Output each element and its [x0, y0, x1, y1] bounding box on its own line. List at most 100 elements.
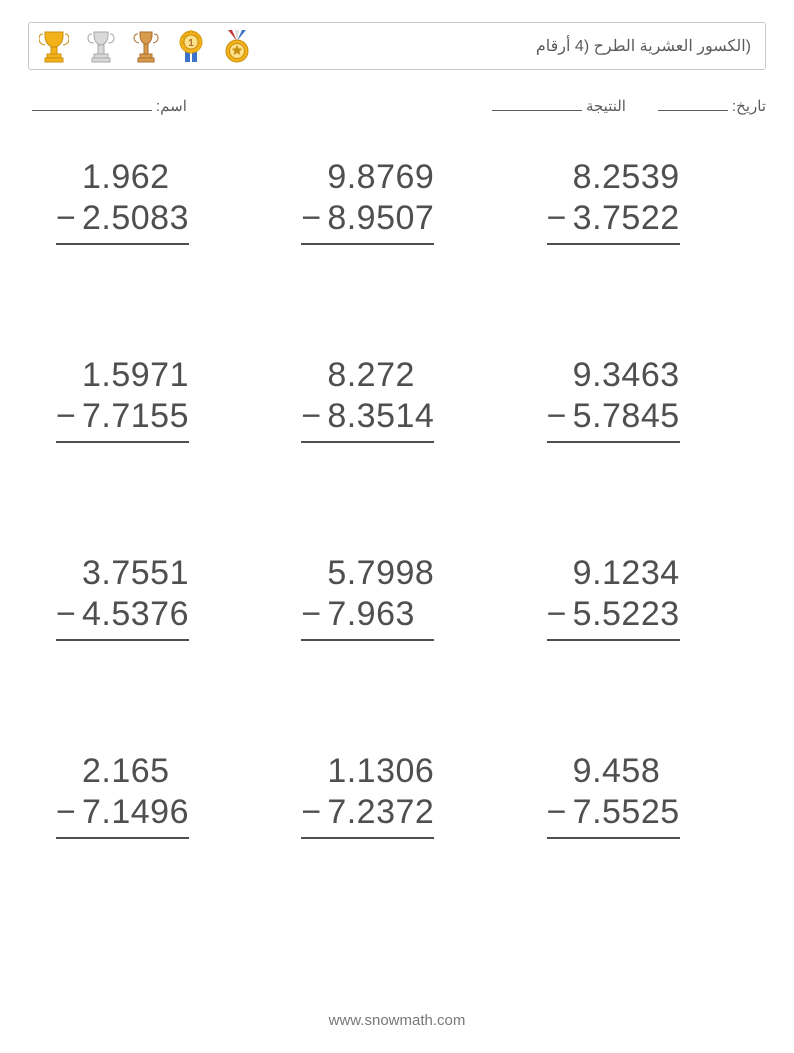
subtraction-stack: 1.5971−7.7155	[56, 355, 189, 483]
answer-line[interactable]	[301, 243, 434, 285]
subtrahend: 3.7522	[573, 198, 680, 239]
minuend: 2.165	[82, 751, 170, 792]
name-field: اسم:	[28, 96, 187, 115]
minuend: 3.7551	[82, 553, 189, 594]
answer-line[interactable]	[547, 243, 680, 285]
footer-url: www.snowmath.com	[0, 1012, 794, 1029]
problem: 9.3463−5.7845	[547, 355, 738, 483]
subtraction-stack: 3.7551−4.5376	[56, 553, 189, 681]
minus-sign-icon: −	[301, 792, 327, 833]
minuend: 5.7998	[327, 553, 434, 594]
subtrahend-row: −3.7522	[547, 198, 680, 239]
subtraction-stack: 1.962−2.5083	[56, 157, 189, 285]
op-blank	[547, 751, 573, 792]
op-blank	[301, 157, 327, 198]
op-blank	[547, 355, 573, 396]
problem: 9.1234−5.5223	[547, 553, 738, 681]
subtraction-stack: 9.1234−5.5223	[547, 553, 680, 681]
minuend-row: 1.962	[56, 157, 189, 198]
problem: 5.7998−7.963	[301, 553, 492, 681]
subtrahend-row: −8.9507	[301, 198, 434, 239]
answer-line[interactable]	[301, 639, 434, 681]
minuend-row: 1.1306	[301, 751, 434, 792]
problem: 9.458−7.5525	[547, 751, 738, 879]
trophy-silver-icon	[87, 29, 115, 63]
op-blank	[301, 355, 327, 396]
subtrahend: 7.963	[327, 594, 415, 635]
minuend-row: 1.5971	[56, 355, 189, 396]
minus-sign-icon: −	[547, 198, 573, 239]
subtrahend-row: −2.5083	[56, 198, 189, 239]
problem: 1.962−2.5083	[56, 157, 247, 285]
meta-row: اسم: النتيجة تاريخ:	[28, 96, 766, 115]
answer-line[interactable]	[56, 837, 189, 879]
subtraction-stack: 1.1306−7.2372	[301, 751, 434, 879]
subtraction-stack: 8.272−8.3514	[301, 355, 434, 483]
minuend: 9.3463	[573, 355, 680, 396]
answer-line[interactable]	[56, 243, 189, 285]
problem: 1.5971−7.7155	[56, 355, 247, 483]
op-blank	[56, 355, 82, 396]
minuend-row: 9.1234	[547, 553, 680, 594]
minus-sign-icon: −	[301, 396, 327, 437]
problem: 3.7551−4.5376	[56, 553, 247, 681]
subtraction-stack: 9.458−7.5525	[547, 751, 680, 879]
minus-sign-icon: −	[547, 792, 573, 833]
subtraction-stack: 5.7998−7.963	[301, 553, 434, 681]
rosette-icon: 1	[177, 29, 205, 63]
header-bar: 1 (الكسور العشرية الطرح (4 أرقام	[28, 22, 766, 70]
op-blank	[301, 553, 327, 594]
subtrahend: 7.2372	[327, 792, 434, 833]
worksheet-title: (الكسور العشرية الطرح (4 أرقام	[536, 36, 751, 56]
problem: 8.272−8.3514	[301, 355, 492, 483]
subtrahend-row: −7.963	[301, 594, 434, 635]
score-blank[interactable]	[492, 96, 582, 111]
subtrahend: 8.9507	[327, 198, 434, 239]
op-blank	[301, 751, 327, 792]
minus-sign-icon: −	[547, 396, 573, 437]
award-icons: 1	[39, 29, 251, 63]
op-blank	[547, 553, 573, 594]
subtrahend-row: −7.2372	[301, 792, 434, 833]
minuend-row: 9.458	[547, 751, 680, 792]
subtrahend-row: −7.1496	[56, 792, 189, 833]
answer-line[interactable]	[547, 441, 680, 483]
score-label: النتيجة	[586, 97, 626, 115]
answer-line[interactable]	[547, 639, 680, 681]
minuend-row: 9.3463	[547, 355, 680, 396]
minuend: 9.1234	[573, 553, 680, 594]
name-blank[interactable]	[32, 96, 152, 111]
name-label: اسم:	[156, 97, 187, 115]
minus-sign-icon: −	[547, 594, 573, 635]
subtraction-stack: 9.8769−8.9507	[301, 157, 434, 285]
minus-sign-icon: −	[56, 198, 82, 239]
minuend: 1.962	[82, 157, 170, 198]
answer-line[interactable]	[301, 441, 434, 483]
subtraction-stack: 9.3463−5.7845	[547, 355, 680, 483]
subtrahend: 7.5525	[573, 792, 680, 833]
minuend-row: 9.8769	[301, 157, 434, 198]
op-blank	[547, 157, 573, 198]
svg-text:1: 1	[188, 38, 194, 49]
minuend-row: 8.2539	[547, 157, 680, 198]
minuend: 8.272	[327, 355, 415, 396]
date-label: تاريخ:	[732, 97, 766, 115]
trophy-gold-icon	[39, 29, 69, 63]
subtraction-stack: 8.2539−3.7522	[547, 157, 680, 285]
answer-line[interactable]	[56, 639, 189, 681]
subtrahend-row: −7.7155	[56, 396, 189, 437]
answer-line[interactable]	[56, 441, 189, 483]
subtrahend: 5.5223	[573, 594, 680, 635]
subtrahend: 7.7155	[82, 396, 189, 437]
score-field: النتيجة	[488, 96, 626, 115]
subtrahend-row: −5.7845	[547, 396, 680, 437]
problem: 8.2539−3.7522	[547, 157, 738, 285]
answer-line[interactable]	[547, 837, 680, 879]
op-blank	[56, 553, 82, 594]
minus-sign-icon: −	[56, 396, 82, 437]
minus-sign-icon: −	[301, 594, 327, 635]
date-blank[interactable]	[658, 96, 728, 111]
subtrahend: 2.5083	[82, 198, 189, 239]
medal-icon	[223, 29, 251, 63]
answer-line[interactable]	[301, 837, 434, 879]
